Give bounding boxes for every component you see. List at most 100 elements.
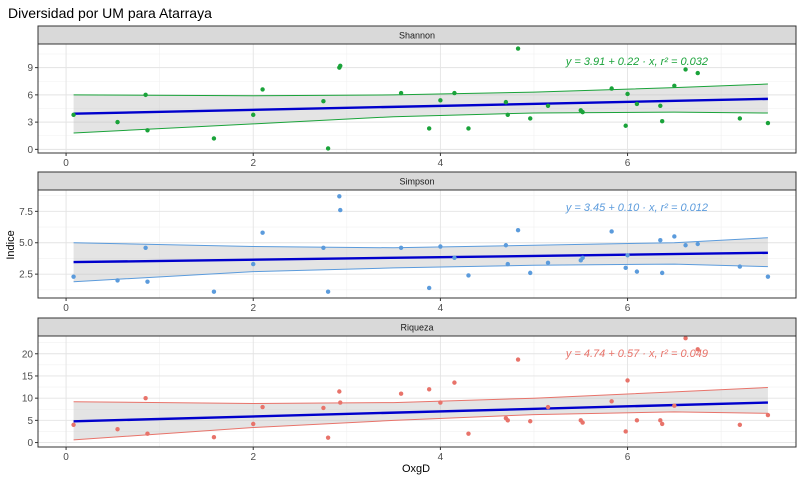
- data-point: [145, 431, 150, 436]
- y-axis-label: Indice: [5, 230, 17, 259]
- data-point: [71, 274, 76, 279]
- x-tick-label: 0: [63, 303, 69, 314]
- y-tick-label: 20: [22, 349, 34, 360]
- data-point: [251, 112, 256, 118]
- confidence-lower-line: [73, 111, 768, 134]
- data-point: [515, 357, 521, 362]
- data-point: [672, 403, 677, 408]
- data-point: [634, 269, 640, 274]
- data-point: [321, 405, 326, 411]
- y-tick-label: 0: [27, 145, 33, 156]
- data-point: [452, 380, 457, 385]
- panel-border: [37, 189, 797, 299]
- regression-equation: y = 3.45 + 0.10 · x, r² = 0.012: [565, 202, 708, 214]
- x-tick-label: 6: [625, 303, 631, 314]
- data-point: [338, 63, 343, 68]
- panel-border: [37, 335, 797, 448]
- panel-border: [37, 43, 797, 154]
- x-tick-label: 0: [63, 452, 69, 463]
- data-point: [695, 241, 700, 247]
- data-point: [737, 264, 743, 269]
- data-point: [545, 404, 551, 410]
- data-point: [426, 387, 432, 392]
- x-tick-label: 2: [250, 158, 256, 169]
- x-tick-label: 4: [438, 452, 444, 463]
- confidence-lower-line: [73, 411, 768, 441]
- confidence-upper-line: [73, 387, 768, 405]
- plot-background: [38, 44, 796, 153]
- data-point: [503, 99, 509, 105]
- data-point: [695, 70, 700, 76]
- data-point: [545, 260, 551, 266]
- plot-background: [38, 190, 796, 298]
- y-tick-label: 9: [27, 63, 33, 74]
- data-point: [634, 101, 640, 107]
- regression-line: [73, 401, 768, 423]
- data-point: [338, 400, 343, 405]
- data-point: [115, 278, 120, 283]
- data-point: [145, 128, 150, 133]
- y-tick-label: 6: [27, 90, 33, 101]
- data-point: [515, 227, 521, 233]
- data-point: [623, 429, 628, 434]
- data-point: [466, 126, 471, 131]
- data-point: [765, 274, 771, 279]
- data-point: [438, 244, 443, 249]
- data-point: [398, 90, 404, 96]
- data-point: [625, 91, 630, 97]
- data-point: [528, 270, 533, 276]
- regression-line: [73, 97, 768, 115]
- data-point: [623, 265, 628, 271]
- data-point: [321, 99, 326, 104]
- data-point: [251, 421, 256, 427]
- data-point: [505, 418, 510, 423]
- data-point: [438, 98, 443, 103]
- data-point: [71, 422, 76, 427]
- y-tick-label: 5: [27, 416, 33, 427]
- confidence-upper-line: [73, 237, 768, 249]
- facet-strip-label: Simpson: [399, 177, 434, 187]
- facet-strip-label: Shannon: [399, 31, 435, 41]
- panel-simpson: Simpson y = 3.45 + 0.10 · x, r² = 0.012 2.…: [19, 171, 797, 314]
- data-point: [659, 421, 665, 427]
- data-point: [337, 194, 342, 199]
- data-point: [765, 120, 771, 126]
- data-point: [143, 245, 148, 250]
- data-point: [325, 435, 331, 440]
- data-point: [515, 46, 521, 51]
- x-axis-label: OxgD: [402, 463, 430, 475]
- data-point: [609, 229, 614, 234]
- data-point: [580, 420, 585, 425]
- data-point: [398, 245, 404, 250]
- data-point: [528, 116, 533, 121]
- regression-equation: y = 4.74 + 0.57 · x, r² = 0.049: [565, 348, 708, 360]
- data-point: [321, 245, 326, 250]
- data-point: [426, 285, 432, 291]
- data-point: [260, 230, 265, 235]
- data-point: [325, 289, 331, 294]
- y-tick-label: 5.0: [19, 238, 33, 249]
- panel-shannon: Shannon y = 3.91 + 0.22 · x, r² = 0.032 0 3…: [27, 25, 797, 169]
- data-point: [659, 270, 665, 276]
- facet-strip-label: Riqueza: [400, 323, 433, 333]
- data-point: [438, 400, 443, 405]
- data-point: [658, 418, 663, 423]
- regression-equation: y = 3.91 + 0.22 · x, r² = 0.032: [565, 56, 708, 68]
- confidence-band: [73, 237, 768, 282]
- data-point: [325, 146, 331, 151]
- data-point: [672, 234, 677, 239]
- data-point: [737, 116, 743, 121]
- confidence-upper-line: [73, 83, 768, 97]
- data-point: [260, 404, 265, 410]
- data-point: [683, 336, 688, 341]
- data-point: [71, 112, 76, 118]
- data-point: [211, 289, 217, 294]
- data-point: [426, 126, 432, 131]
- x-tick-label: 4: [438, 158, 444, 169]
- x-tick-label: 2: [250, 452, 256, 463]
- data-point: [466, 431, 471, 436]
- facet-panels: Shannon y = 3.91 + 0.22 · x, r² = 0.032 0 3…: [19, 25, 797, 463]
- data-point: [765, 412, 771, 418]
- x-tick-label: 2: [250, 303, 256, 314]
- y-tick-label: 0: [27, 438, 33, 449]
